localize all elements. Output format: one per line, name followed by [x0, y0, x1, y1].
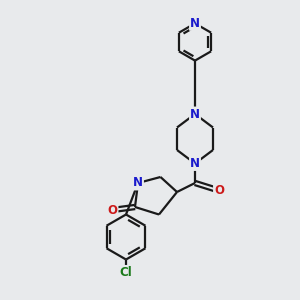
Text: O: O: [214, 184, 224, 197]
Text: Cl: Cl: [120, 266, 132, 279]
Text: N: N: [190, 17, 200, 30]
Text: N: N: [190, 157, 200, 170]
Text: O: O: [107, 203, 118, 217]
Text: N: N: [133, 176, 143, 190]
Text: N: N: [190, 107, 200, 121]
